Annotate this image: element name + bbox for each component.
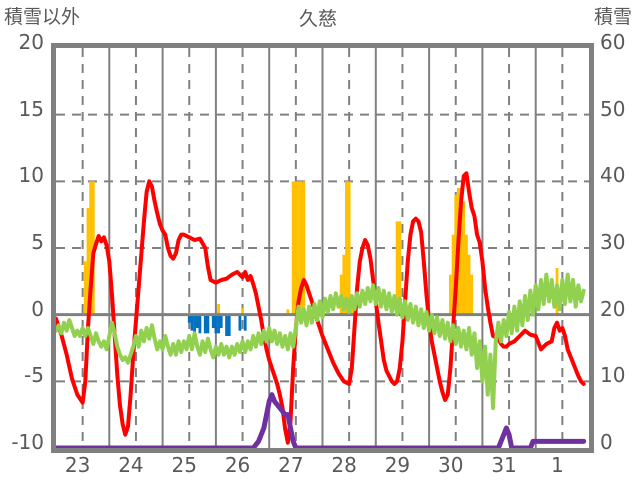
- left-axis-caption: 積雪以外: [4, 6, 81, 28]
- bar: [203, 314, 207, 334]
- bar: [241, 308, 244, 315]
- y-tick-right-40: 40: [600, 163, 626, 188]
- plot-area: [51, 43, 594, 453]
- bar-series-降雪: [187, 314, 492, 336]
- bar: [470, 274, 474, 315]
- bar: [225, 314, 228, 336]
- bar: [462, 201, 466, 315]
- bar: [297, 181, 300, 315]
- bar: [347, 181, 351, 315]
- x-tick-25: 25: [171, 453, 197, 477]
- plot-canvas: [56, 48, 589, 448]
- y-tick-right-20: 20: [600, 296, 626, 321]
- x-tick-26: 26: [224, 453, 251, 477]
- bar: [187, 314, 191, 323]
- bar: [451, 234, 455, 315]
- y-tick-right-60: 60: [600, 30, 626, 54]
- bar: [238, 314, 242, 331]
- x-tick-1: 1: [550, 453, 564, 477]
- bar: [291, 181, 295, 315]
- y-tick-right-30: 30: [600, 230, 626, 254]
- bar: [89, 181, 93, 315]
- bar: [227, 314, 231, 336]
- bar: [219, 314, 223, 328]
- y-tick-left-5: 5: [31, 230, 44, 254]
- y-tick-right-50: 50: [600, 96, 626, 121]
- x-tick-23: 23: [64, 453, 91, 477]
- x-tick-31: 31: [491, 453, 517, 477]
- bar: [398, 221, 402, 315]
- bar: [345, 181, 348, 315]
- bar: [459, 188, 463, 315]
- x-tick-30: 30: [438, 453, 464, 477]
- bar: [83, 261, 87, 315]
- bar: [86, 208, 90, 315]
- bar: [294, 181, 298, 315]
- y-tick-left-15: 15: [18, 96, 44, 121]
- bar: [217, 314, 220, 334]
- bar: [467, 254, 471, 315]
- y-tick-left-neg10: -10: [11, 430, 44, 454]
- y-tick-left-10: 10: [18, 163, 44, 188]
- bar: [198, 314, 202, 334]
- bar: [243, 314, 247, 331]
- bar: [286, 309, 290, 315]
- bar: [302, 181, 306, 315]
- x-tick-24: 24: [118, 453, 144, 477]
- y-tick-right-10: 10: [600, 363, 626, 388]
- line-series-積雪: [56, 392, 587, 448]
- bar: [190, 314, 194, 331]
- x-tick-28: 28: [331, 453, 357, 477]
- x-tick-27: 27: [278, 453, 304, 477]
- y-tick-left-20: 20: [18, 30, 44, 54]
- x-tick-29: 29: [384, 453, 411, 477]
- page-title: 久慈: [298, 8, 337, 30]
- y-tick-right-0: 0: [600, 430, 613, 454]
- bar: [195, 314, 199, 328]
- bar: [299, 181, 303, 315]
- y-tick-left-0: 0: [31, 296, 44, 321]
- bar: [342, 254, 346, 315]
- bar: [449, 274, 452, 315]
- line-series-風速: [56, 272, 586, 410]
- y-tick-left-neg5: -5: [24, 363, 44, 388]
- bar: [465, 234, 468, 315]
- bar: [193, 314, 196, 334]
- chart-svg: [56, 48, 589, 448]
- bar: [214, 314, 218, 334]
- bar: [217, 304, 220, 315]
- right-axis-caption: 積雪: [593, 6, 632, 28]
- bar: [206, 314, 210, 334]
- bar: [211, 314, 215, 328]
- bar: [395, 221, 399, 315]
